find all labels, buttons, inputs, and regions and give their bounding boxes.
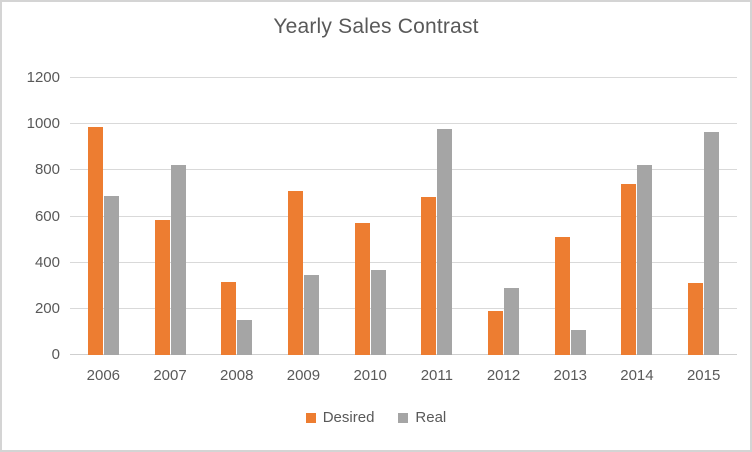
bar-real-2014[interactable] bbox=[637, 164, 653, 355]
plot-area bbox=[70, 77, 737, 355]
bar-real-2011[interactable] bbox=[437, 128, 453, 355]
x-tick-label-2008: 2008 bbox=[220, 367, 254, 384]
x-tick-label-2014: 2014 bbox=[620, 367, 654, 384]
bar-real-2006[interactable] bbox=[103, 195, 119, 355]
legend: Desired Real bbox=[2, 409, 750, 426]
x-tick-label-2010: 2010 bbox=[353, 367, 387, 384]
bar-desired-2009[interactable] bbox=[287, 191, 303, 355]
bar-real-2015[interactable] bbox=[704, 132, 720, 355]
x-tick-label-2006: 2006 bbox=[86, 367, 121, 384]
legend-item-real[interactable]: Real bbox=[398, 409, 446, 426]
bar-desired-2015[interactable] bbox=[688, 283, 704, 355]
bar-real-2013[interactable] bbox=[570, 329, 586, 355]
legend-swatch-desired bbox=[305, 412, 316, 423]
y-tick-label: 600 bbox=[34, 207, 60, 225]
legend-label: Real bbox=[415, 409, 447, 426]
bar-desired-2007[interactable] bbox=[154, 220, 170, 355]
x-tick-label-2007: 2007 bbox=[153, 367, 187, 384]
gridline-600 bbox=[70, 215, 737, 217]
x-tick-label-2011: 2011 bbox=[420, 367, 453, 384]
y-tick-label: 200 bbox=[34, 299, 60, 317]
y-tick-label: 800 bbox=[34, 161, 60, 179]
bar-real-2007[interactable] bbox=[170, 164, 186, 355]
bar-desired-2013[interactable] bbox=[554, 237, 570, 355]
bar-real-2012[interactable] bbox=[504, 288, 520, 355]
legend-item-desired[interactable]: Desired bbox=[305, 409, 375, 426]
x-tick-label-2012: 2012 bbox=[486, 367, 521, 384]
gridline-1000 bbox=[70, 123, 737, 125]
chart-title: Yearly Sales Contrast bbox=[273, 15, 479, 38]
bar-real-2010[interactable] bbox=[370, 269, 386, 355]
legend-label: Desired bbox=[322, 409, 375, 426]
gridline-800 bbox=[70, 169, 737, 171]
gridline-400 bbox=[70, 261, 737, 263]
y-tick-label: 400 bbox=[34, 253, 60, 271]
y-tick-label: 1000 bbox=[26, 115, 60, 133]
x-tick-label-2015: 2015 bbox=[686, 367, 721, 384]
y-tick-label: 1200 bbox=[26, 69, 60, 86]
bar-desired-2012[interactable] bbox=[488, 311, 504, 355]
bar-real-2009[interactable] bbox=[303, 275, 319, 355]
gridline-0 bbox=[70, 354, 737, 355]
bar-desired-2014[interactable] bbox=[621, 184, 637, 355]
bar-desired-2011[interactable] bbox=[421, 196, 437, 355]
x-tick-label-2009: 2009 bbox=[286, 367, 321, 384]
gridline-1200 bbox=[70, 77, 737, 78]
bar-desired-2008[interactable] bbox=[221, 282, 237, 355]
bar-desired-2006[interactable] bbox=[87, 126, 103, 355]
bar-desired-2010[interactable] bbox=[354, 223, 370, 355]
gridline-200 bbox=[70, 307, 737, 309]
x-tick-label-2013: 2013 bbox=[553, 367, 587, 384]
y-tick-label: 0 bbox=[51, 346, 60, 363]
bar-real-2008[interactable] bbox=[237, 320, 253, 355]
legend-swatch-real bbox=[398, 412, 409, 423]
